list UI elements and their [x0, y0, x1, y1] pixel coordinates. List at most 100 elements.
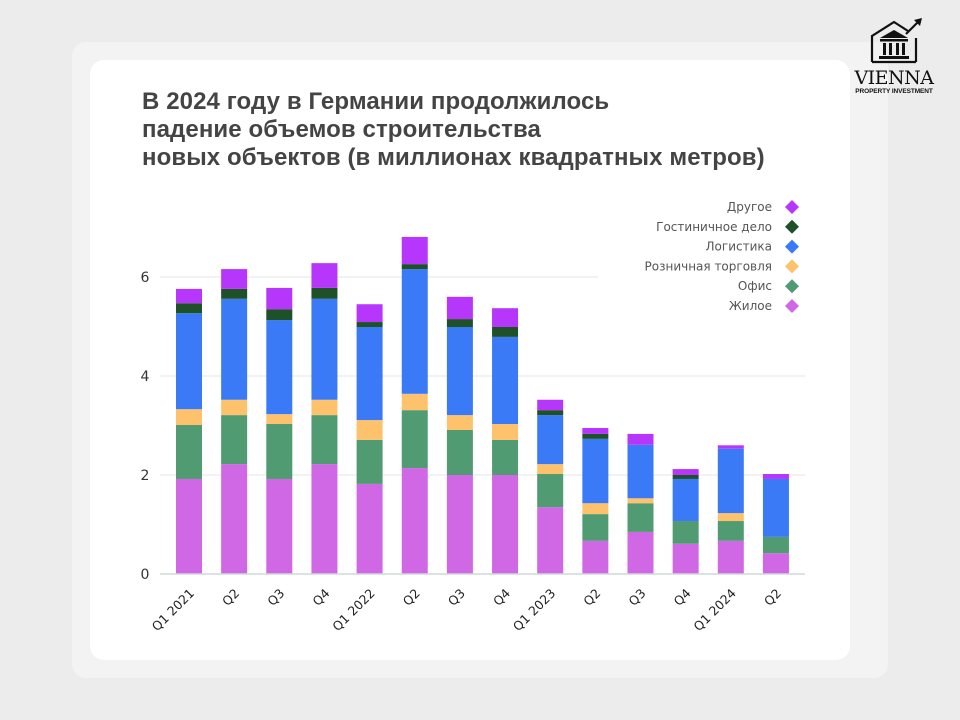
x-tick-label: Q1 2022 — [329, 586, 377, 634]
bar-segment — [672, 478, 699, 522]
title-line-2: падение объемов строительства — [142, 116, 541, 143]
bar-segment — [311, 415, 338, 465]
bar-segment — [672, 469, 699, 475]
bar-segment — [537, 474, 564, 508]
bar-segment — [311, 464, 338, 574]
bar-segment — [311, 399, 338, 416]
bar-segment — [221, 288, 248, 299]
bar-segment — [582, 438, 609, 504]
bar-segment — [537, 399, 564, 411]
x-tick-label: Q3 — [445, 586, 468, 609]
legend-label: Жилое — [729, 299, 772, 313]
bar-segment — [446, 319, 473, 327]
title-line-3: новых объектов (в миллионах квадратных м… — [142, 144, 765, 171]
bar-segment — [221, 269, 248, 289]
legend-diamond-icon — [785, 219, 799, 234]
bar-segment — [582, 540, 609, 574]
legend-label: Другое — [727, 200, 772, 214]
bar-segment — [717, 513, 744, 522]
y-tick-label: 4 — [141, 369, 150, 385]
bar-segment — [176, 313, 202, 410]
bar-segment — [672, 475, 699, 479]
bar-segment — [717, 540, 744, 574]
bar-segment — [356, 420, 383, 440]
bar-segment — [627, 444, 654, 499]
bar-segment — [717, 448, 744, 514]
bar-segment — [311, 298, 338, 400]
bar-segment — [221, 298, 248, 400]
bar-segment — [537, 507, 564, 574]
bar-segment — [762, 474, 789, 479]
bar-segment — [266, 309, 293, 321]
legend-label: Гостиничное дело — [656, 220, 772, 234]
bar-segment — [672, 521, 699, 544]
bar-segment — [537, 464, 564, 475]
x-tick-label: Q2 — [400, 586, 423, 609]
y-tick-label: 6 — [141, 270, 150, 286]
legend-diamond-icon — [785, 279, 799, 294]
bar-segment — [627, 503, 654, 532]
bar-segment — [537, 415, 564, 465]
bar-segment — [446, 415, 473, 430]
bar-segment — [717, 521, 744, 541]
title-line-1: В 2024 году в Германии продолжилось — [142, 88, 610, 115]
bar-segment — [356, 326, 383, 421]
legend-label: Офис — [738, 279, 772, 293]
bar-segment — [356, 322, 383, 327]
x-tick-label: Q2 — [219, 586, 242, 609]
x-tick-label: Q2 — [580, 586, 603, 609]
bar-segment — [311, 287, 338, 299]
y-tick-label: 2 — [141, 468, 150, 484]
bar-segment — [176, 478, 202, 574]
bar-segment — [356, 304, 383, 323]
x-tick-label: Q3 — [625, 586, 648, 609]
bar-segment — [176, 409, 202, 426]
bar-segment — [582, 433, 609, 439]
bar-segment — [266, 414, 293, 425]
bar-segment — [446, 475, 473, 574]
bar-segment — [176, 303, 202, 314]
logo-wordmark: VIENNA — [854, 67, 934, 89]
x-tick-label: Q4 — [671, 585, 694, 608]
x-tick-label: Q1 2023 — [510, 586, 558, 634]
bar-segment — [627, 433, 654, 445]
y-tick-label: 0 — [141, 567, 150, 583]
bar-segment — [266, 478, 293, 574]
bar-segment — [401, 264, 428, 270]
x-tick-label: Q3 — [264, 586, 287, 609]
building-logo-icon — [870, 18, 922, 64]
bar-segment — [356, 439, 383, 484]
bar-segment — [401, 269, 428, 394]
bar-segment — [221, 464, 248, 574]
bar-segment — [492, 424, 519, 440]
bar-segment — [176, 288, 202, 304]
bar-segment — [627, 498, 654, 504]
bar-segment — [492, 439, 519, 475]
bar-segment — [446, 429, 473, 475]
legend-label: Логистика — [706, 240, 772, 254]
bar-segment — [266, 320, 293, 415]
bar-segment — [266, 424, 293, 479]
bar-segment — [717, 445, 744, 449]
bar-segment — [672, 543, 699, 574]
x-tick-label: Q1 2021 — [149, 586, 197, 634]
legend-diamond-icon — [785, 259, 799, 274]
logo: VIENNA PROPERTY INVESTMENT — [846, 18, 942, 95]
bar-segment — [762, 478, 789, 537]
bar-segment — [401, 236, 428, 265]
bar-segment — [446, 326, 473, 416]
bar-segment — [221, 399, 248, 416]
bar-segment — [176, 425, 202, 479]
bar-segment — [446, 296, 473, 320]
bar-segment — [492, 308, 519, 327]
bar-segment — [401, 410, 428, 469]
x-tick-label: Q4 — [309, 585, 332, 608]
bar-segment — [311, 263, 338, 288]
bar-segment — [762, 553, 789, 574]
bar-segment — [401, 393, 428, 411]
chart-title: В 2024 году в Германии продолжилось паде… — [142, 88, 765, 172]
bar-segment — [582, 427, 609, 434]
bar-segment — [492, 475, 519, 574]
bar-segment — [582, 503, 609, 515]
